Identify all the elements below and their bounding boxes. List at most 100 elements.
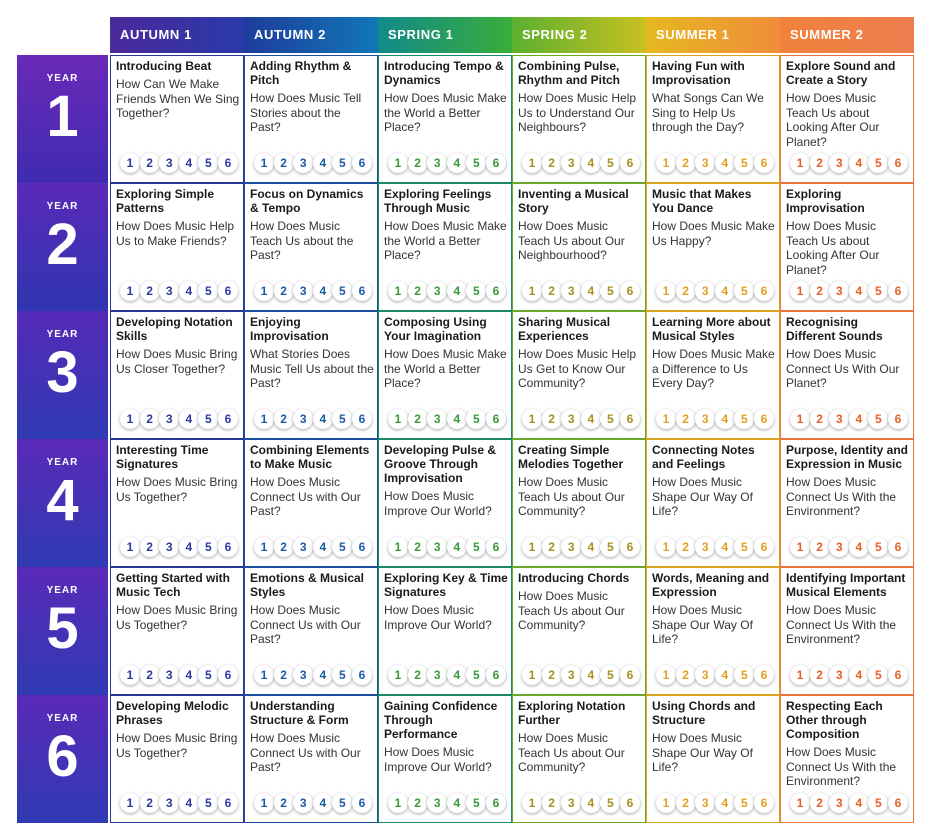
lesson-number-button[interactable]: 2 — [541, 409, 562, 429]
lesson-number-button[interactable]: 1 — [522, 537, 542, 557]
lesson-number-button[interactable]: 1 — [388, 537, 408, 557]
lesson-number-button[interactable]: 4 — [178, 281, 199, 301]
lesson-number-button[interactable]: 1 — [656, 153, 676, 173]
lesson-number-button[interactable]: 3 — [159, 537, 180, 557]
lesson-number-button[interactable]: 1 — [388, 281, 408, 301]
unit-cell[interactable]: Recognising Different Sounds How Does Mus… — [780, 311, 914, 439]
lesson-number-button[interactable]: 2 — [139, 281, 160, 301]
lesson-number-button[interactable]: 2 — [541, 281, 562, 301]
lesson-number-button[interactable]: 3 — [561, 281, 582, 301]
lesson-number-button[interactable]: 2 — [407, 537, 428, 557]
lesson-number-button[interactable]: 6 — [888, 793, 908, 813]
unit-cell[interactable]: Creating Simple Melodies Together How Doe… — [512, 439, 646, 567]
lesson-number-button[interactable]: 1 — [388, 153, 408, 173]
lesson-number-button[interactable]: 2 — [139, 793, 160, 813]
lesson-number-button[interactable]: 4 — [580, 537, 601, 557]
lesson-number-button[interactable]: 1 — [522, 281, 542, 301]
lesson-number-button[interactable]: 1 — [656, 665, 676, 685]
lesson-number-button[interactable]: 2 — [407, 409, 428, 429]
lesson-number-button[interactable]: 5 — [466, 793, 487, 813]
lesson-number-button[interactable]: 2 — [809, 537, 830, 557]
lesson-number-button[interactable]: 6 — [620, 153, 640, 173]
lesson-number-button[interactable]: 4 — [312, 153, 333, 173]
lesson-number-button[interactable]: 3 — [829, 281, 850, 301]
lesson-number-button[interactable]: 1 — [120, 281, 140, 301]
lesson-number-button[interactable]: 5 — [466, 409, 487, 429]
lesson-number-button[interactable]: 5 — [600, 409, 621, 429]
lesson-number-button[interactable]: 6 — [218, 793, 238, 813]
unit-cell[interactable]: Words, Meaning and Expression How Does Mu… — [646, 567, 780, 695]
lesson-number-button[interactable]: 1 — [522, 793, 542, 813]
lesson-number-button[interactable]: 5 — [868, 281, 889, 301]
lesson-number-button[interactable]: 4 — [446, 409, 467, 429]
lesson-number-button[interactable]: 2 — [273, 793, 294, 813]
lesson-number-button[interactable]: 2 — [675, 537, 696, 557]
lesson-number-button[interactable]: 6 — [620, 793, 640, 813]
lesson-number-button[interactable]: 1 — [388, 793, 408, 813]
lesson-number-button[interactable]: 4 — [714, 537, 735, 557]
lesson-number-button[interactable]: 6 — [754, 409, 774, 429]
lesson-number-button[interactable]: 1 — [522, 153, 542, 173]
lesson-number-button[interactable]: 2 — [139, 665, 160, 685]
lesson-number-button[interactable]: 3 — [561, 793, 582, 813]
lesson-number-button[interactable]: 5 — [198, 153, 219, 173]
lesson-number-button[interactable]: 6 — [486, 281, 506, 301]
lesson-number-button[interactable]: 5 — [466, 153, 487, 173]
lesson-number-button[interactable]: 3 — [695, 537, 716, 557]
lesson-number-button[interactable]: 3 — [695, 793, 716, 813]
lesson-number-button[interactable]: 2 — [139, 409, 160, 429]
lesson-number-button[interactable]: 3 — [829, 793, 850, 813]
lesson-number-button[interactable]: 4 — [714, 793, 735, 813]
lesson-number-button[interactable]: 4 — [446, 153, 467, 173]
unit-cell[interactable]: Respecting Each Other through Compositio… — [780, 695, 914, 823]
unit-cell[interactable]: Composing Using Your Imagination How Does… — [378, 311, 512, 439]
lesson-number-button[interactable]: 4 — [446, 281, 467, 301]
lesson-number-button[interactable]: 2 — [407, 665, 428, 685]
lesson-number-button[interactable]: 3 — [293, 409, 314, 429]
lesson-number-button[interactable]: 6 — [486, 537, 506, 557]
lesson-number-button[interactable]: 5 — [868, 153, 889, 173]
lesson-number-button[interactable]: 1 — [790, 665, 810, 685]
lesson-number-button[interactable]: 3 — [427, 793, 448, 813]
lesson-number-button[interactable]: 5 — [868, 537, 889, 557]
lesson-number-button[interactable]: 1 — [388, 409, 408, 429]
lesson-number-button[interactable]: 6 — [620, 665, 640, 685]
lesson-number-button[interactable]: 6 — [218, 409, 238, 429]
lesson-number-button[interactable]: 4 — [848, 409, 869, 429]
unit-cell[interactable]: Gaining Confidence Through Performance Ho… — [378, 695, 512, 823]
lesson-number-button[interactable]: 2 — [541, 665, 562, 685]
lesson-number-button[interactable]: 1 — [120, 537, 140, 557]
lesson-number-button[interactable]: 3 — [695, 153, 716, 173]
lesson-number-button[interactable]: 1 — [120, 665, 140, 685]
lesson-number-button[interactable]: 5 — [466, 665, 487, 685]
unit-cell[interactable]: Having Fun with Improvisation What Songs … — [646, 55, 780, 183]
lesson-number-button[interactable]: 6 — [486, 409, 506, 429]
lesson-number-button[interactable]: 5 — [198, 409, 219, 429]
lesson-number-button[interactable]: 1 — [120, 153, 140, 173]
lesson-number-button[interactable]: 1 — [522, 409, 542, 429]
lesson-number-button[interactable]: 2 — [273, 281, 294, 301]
lesson-number-button[interactable]: 3 — [159, 409, 180, 429]
lesson-number-button[interactable]: 3 — [829, 409, 850, 429]
unit-cell[interactable]: Inventing a Musical Story How Does Music … — [512, 183, 646, 311]
lesson-number-button[interactable]: 2 — [139, 153, 160, 173]
lesson-number-button[interactable]: 3 — [561, 665, 582, 685]
lesson-number-button[interactable]: 4 — [312, 537, 333, 557]
lesson-number-button[interactable]: 3 — [695, 409, 716, 429]
lesson-number-button[interactable]: 6 — [352, 793, 372, 813]
lesson-number-button[interactable]: 5 — [868, 409, 889, 429]
lesson-number-button[interactable]: 1 — [254, 281, 274, 301]
lesson-number-button[interactable]: 2 — [541, 537, 562, 557]
lesson-number-button[interactable]: 6 — [888, 409, 908, 429]
unit-cell[interactable]: Sharing Musical Experiences How Does Musi… — [512, 311, 646, 439]
lesson-number-button[interactable]: 3 — [159, 153, 180, 173]
lesson-number-button[interactable]: 1 — [254, 153, 274, 173]
lesson-number-button[interactable]: 2 — [407, 793, 428, 813]
lesson-number-button[interactable]: 4 — [848, 537, 869, 557]
lesson-number-button[interactable]: 2 — [809, 409, 830, 429]
lesson-number-button[interactable]: 3 — [695, 281, 716, 301]
lesson-number-button[interactable]: 4 — [446, 793, 467, 813]
unit-cell[interactable]: Introducing Chords How Does Music Teach U… — [512, 567, 646, 695]
lesson-number-button[interactable]: 1 — [522, 665, 542, 685]
lesson-number-button[interactable]: 6 — [754, 537, 774, 557]
